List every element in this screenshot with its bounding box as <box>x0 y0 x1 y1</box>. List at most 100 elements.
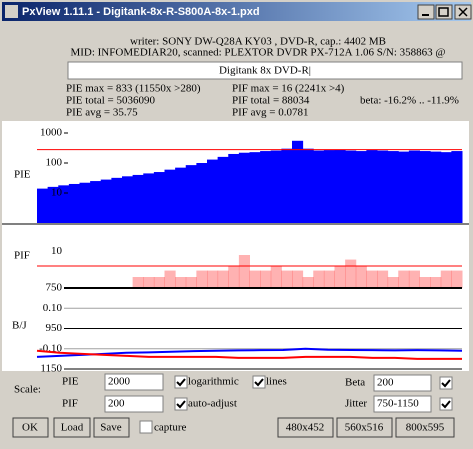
pie-bar <box>207 159 219 223</box>
pif-bar <box>217 270 229 288</box>
pie-bar <box>355 151 367 223</box>
beta-line <box>36 349 462 360</box>
pie-bar <box>302 148 314 223</box>
close-button[interactable] <box>454 4 472 20</box>
lines-label: lines <box>266 376 287 388</box>
pie-bar <box>366 150 378 223</box>
pie-bar <box>37 188 49 223</box>
pif-bar <box>366 270 378 288</box>
checkbox[interactable] <box>174 375 188 389</box>
auto-adjust-label: auto-adjust <box>188 398 237 410</box>
checkmark <box>441 400 451 409</box>
app-icon <box>5 5 18 18</box>
beta-value: 200 <box>377 377 394 389</box>
pie-bar <box>419 151 431 223</box>
pif-bar <box>408 270 420 288</box>
pif-bar <box>164 270 176 288</box>
pie-tick-label: 1000 <box>40 127 63 139</box>
pie-bar <box>334 149 346 223</box>
pie-bar <box>47 186 59 223</box>
beta-input[interactable] <box>373 374 432 392</box>
pie-max: PIE max = 833 (11550x >280) <box>66 83 201 95</box>
pie-bar <box>430 151 442 223</box>
checkmark <box>176 378 186 387</box>
pie-bar <box>68 183 80 223</box>
save-button[interactable]: Save <box>93 417 130 438</box>
pie-bar <box>313 150 325 223</box>
title-bar <box>2 2 471 21</box>
pif-bar <box>228 266 240 288</box>
pif-bar <box>419 277 431 288</box>
pif-bar <box>355 266 367 288</box>
beta-label: Beta <box>345 377 365 389</box>
checkbox[interactable] <box>252 375 266 389</box>
capture-label: capture <box>154 422 186 434</box>
size-560-button[interactable]: 560x516 <box>336 417 393 438</box>
jitter-input[interactable] <box>373 395 432 413</box>
pie-bar <box>292 140 304 223</box>
pif-bar <box>430 277 442 288</box>
pif-bar <box>334 266 346 288</box>
pie-bar <box>451 151 463 223</box>
pif-bar <box>313 270 325 288</box>
pie-scale-label: PIE <box>62 376 79 388</box>
pif-bar <box>196 270 208 288</box>
beta-range: beta: -16.2% .. -11.9% <box>360 95 459 107</box>
minimize-button[interactable] <box>417 4 435 20</box>
size-800-label: 800x595 <box>406 422 445 434</box>
pie-bar <box>100 179 112 223</box>
pie-bar <box>345 150 357 223</box>
pif-bar <box>132 277 144 288</box>
pie-bar <box>185 165 197 223</box>
pie-bar <box>398 151 410 223</box>
pif-scale-input[interactable] <box>104 395 164 413</box>
pif-bar <box>440 270 452 288</box>
pie-bar <box>164 169 176 223</box>
pie-bar <box>440 152 452 223</box>
pie-bar <box>175 167 187 223</box>
size-560-label: 560x516 <box>345 422 384 434</box>
bj-axis-label: B/J <box>12 320 27 332</box>
pie-tick-label: 10 <box>51 187 63 199</box>
pie-bar <box>122 176 134 223</box>
jitter-tick-label: 1150 <box>40 363 62 375</box>
pie-bar <box>387 151 399 223</box>
checkbox[interactable] <box>439 397 453 411</box>
writer-info: writer: SONY DW-Q28A KY03 , DVD-R, cap.:… <box>130 36 386 48</box>
scale-label: Scale: <box>14 384 41 396</box>
checkbox[interactable] <box>139 420 153 434</box>
pie-bar <box>217 156 229 223</box>
size-800-button[interactable]: 800x595 <box>395 417 455 438</box>
pie-bar <box>281 148 293 223</box>
maximize-button[interactable] <box>435 4 453 20</box>
pif-bar <box>323 270 335 288</box>
pie-bar <box>238 152 250 223</box>
jitter-label: Jitter <box>345 398 367 410</box>
pie-total: PIE total = 5036090 <box>66 95 156 107</box>
pif-bar <box>153 277 165 288</box>
checkmark <box>441 379 451 388</box>
pif-bar <box>270 266 282 288</box>
pif-bar <box>249 270 261 288</box>
pif-bar <box>451 270 463 288</box>
pie-scale-input[interactable] <box>104 373 164 391</box>
ok-button[interactable]: OK <box>12 417 49 438</box>
checkbox[interactable] <box>174 397 188 411</box>
pif-max: PIF max = 16 (2241x >4) <box>232 83 345 95</box>
load-button[interactable]: Load <box>53 417 91 438</box>
mid-info: MID: INFOMEDIAR20, scanned: PLEXTOR DVDR… <box>70 47 445 59</box>
disc-name-field[interactable] <box>67 61 463 80</box>
disc-name: Digitank 8x DVD-R| <box>219 65 311 77</box>
pie-bar <box>270 150 282 223</box>
size-480-button[interactable]: 480x452 <box>277 417 334 438</box>
pif-bar <box>207 270 219 288</box>
pie-bar <box>249 152 261 223</box>
pif-total: PIF total = 88034 <box>232 95 310 107</box>
save-label: Save <box>100 422 122 434</box>
jitter-tick-label: 750 <box>46 282 63 294</box>
pie-bar <box>377 150 389 223</box>
checkbox[interactable] <box>439 376 453 390</box>
